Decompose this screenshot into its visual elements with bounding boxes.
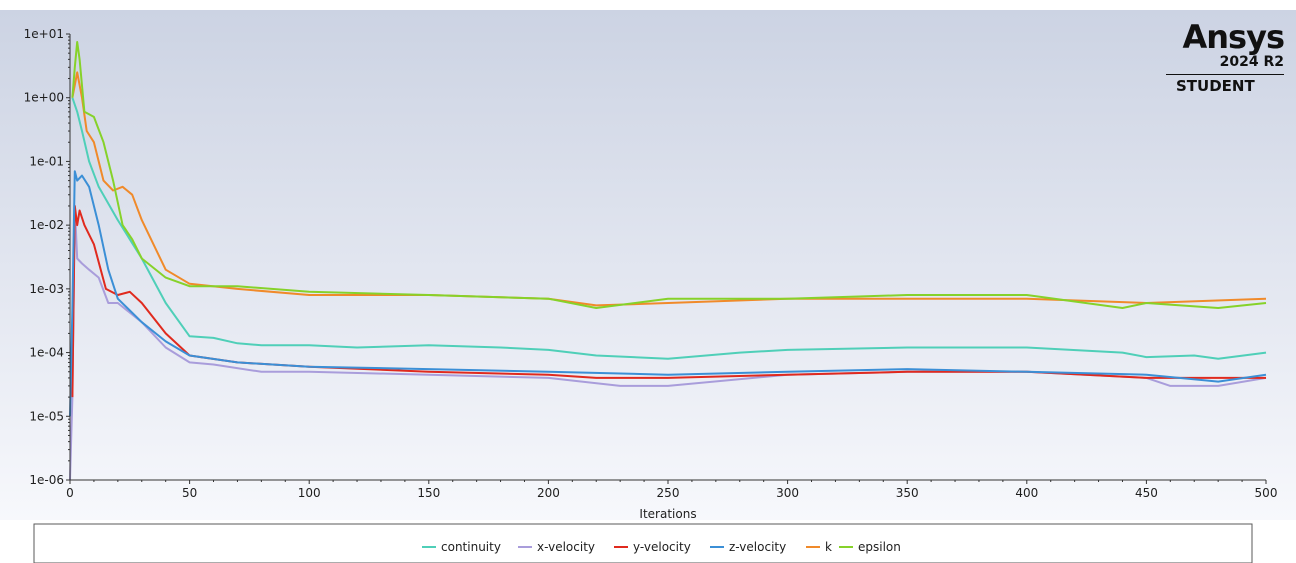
y-tick-label: 1e-03 [29, 282, 64, 296]
y-tick-label: 1e-04 [29, 346, 64, 360]
x-tick-label: 0 [66, 486, 74, 500]
y-tick-label: 1e-01 [29, 154, 64, 168]
x-axis-title: Iterations [639, 507, 696, 521]
plot-background [0, 10, 1296, 520]
ansys-logo: Ansys 2024 R2 STUDENT [1166, 18, 1286, 97]
legend-label-epsilon: epsilon [858, 540, 901, 554]
series-layer [69, 41, 1267, 481]
x-tick-label: 300 [776, 486, 799, 500]
series-line-z-velocity [69, 170, 1267, 417]
x-tick-label: 350 [896, 486, 919, 500]
brand-logo-text: Ansys [1182, 18, 1286, 56]
series-line-k [71, 71, 1267, 307]
x-tick-label: 150 [417, 486, 440, 500]
y-tick-label: 1e-06 [29, 473, 64, 487]
axes-layer: 0 50 100 150 200 250 300 350 400 450 500 1e-06 1e-05… [24, 27, 1278, 500]
x-tick-label: 450 [1135, 486, 1158, 500]
legend-label-x-velocity: x-velocity [537, 540, 595, 554]
y-tick-label: 1e-02 [29, 218, 64, 232]
brand-edition: STUDENT [1176, 77, 1255, 95]
y-tick-label: 1e-05 [29, 409, 64, 423]
x-tick-label: 400 [1015, 486, 1038, 500]
series-line-epsilon [71, 41, 1267, 309]
y-tick-label: 1e+01 [24, 27, 64, 41]
legend-label-continuity: continuity [441, 540, 501, 554]
brand-version: 2024 R2 [1166, 54, 1284, 75]
legend-label-z-velocity: z-velocity [729, 540, 786, 554]
x-tick-label: 100 [298, 486, 321, 500]
x-tick-label: 500 [1255, 486, 1278, 500]
legend-label-y-velocity: y-velocity [633, 540, 691, 554]
legend: continuity x-velocity y-velocity z-velocity… [422, 540, 901, 554]
x-tick-label: 250 [657, 486, 680, 500]
legend-label-k: k [825, 540, 832, 554]
x-tick-label: 200 [537, 486, 560, 500]
series-line-continuity [71, 97, 1267, 360]
x-tick-label: 50 [182, 486, 197, 500]
legend-box [33, 523, 1253, 563]
y-tick-label: 1e+00 [24, 91, 64, 105]
